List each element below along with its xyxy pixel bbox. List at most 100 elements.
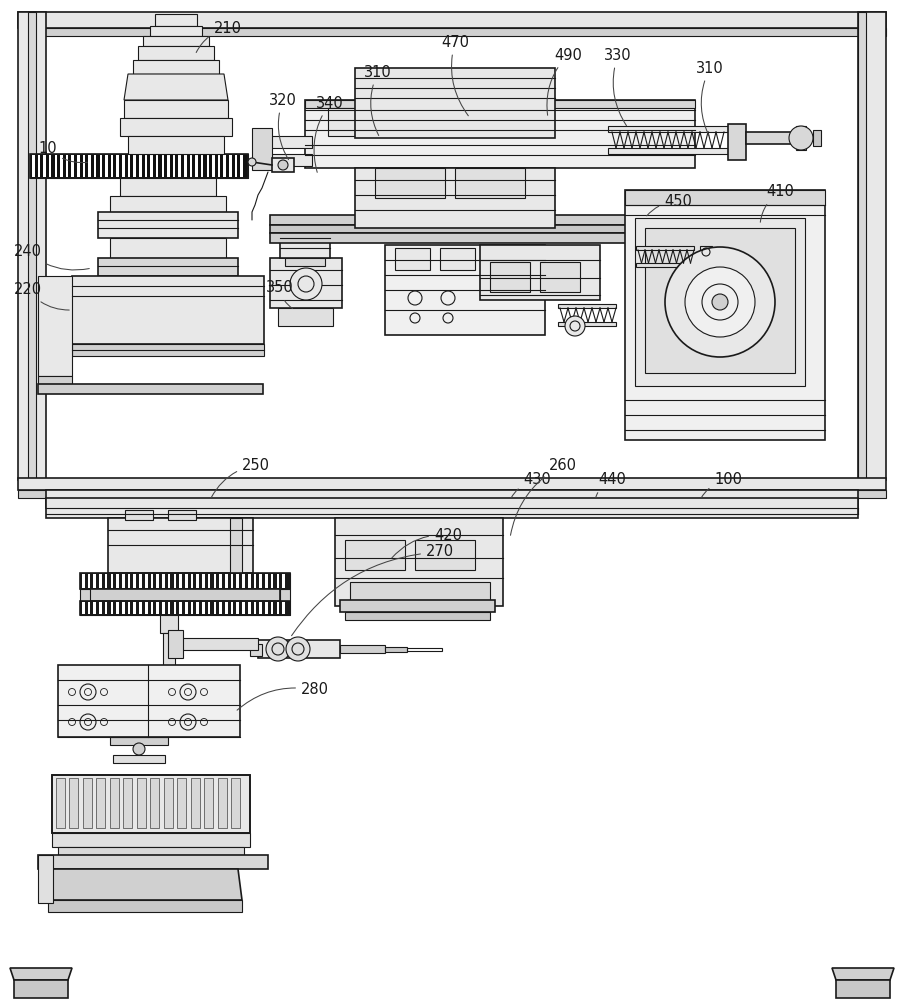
Text: 410: 410 bbox=[759, 184, 793, 222]
Bar bbox=[280, 589, 290, 601]
Bar bbox=[304, 100, 694, 108]
Bar bbox=[144, 602, 147, 614]
Bar bbox=[93, 602, 96, 614]
Bar bbox=[202, 602, 204, 614]
Bar bbox=[207, 155, 209, 177]
Text: 490: 490 bbox=[546, 48, 582, 115]
Bar bbox=[120, 118, 232, 136]
Bar bbox=[340, 600, 495, 612]
Bar bbox=[218, 155, 220, 177]
Bar bbox=[168, 510, 196, 520]
Bar bbox=[282, 602, 284, 614]
Bar bbox=[179, 602, 182, 614]
Bar bbox=[608, 148, 727, 154]
Bar bbox=[144, 574, 147, 588]
Bar bbox=[335, 518, 502, 606]
Bar bbox=[355, 68, 554, 138]
Bar bbox=[557, 304, 615, 308]
Bar bbox=[98, 258, 237, 276]
Bar bbox=[644, 228, 794, 373]
Text: 220: 220 bbox=[14, 282, 70, 310]
Bar bbox=[191, 602, 193, 614]
Bar bbox=[812, 130, 820, 146]
Bar bbox=[185, 602, 187, 614]
Bar bbox=[18, 12, 885, 28]
Bar bbox=[139, 574, 142, 588]
Bar bbox=[240, 155, 243, 177]
Bar bbox=[179, 574, 182, 588]
Bar bbox=[154, 671, 182, 681]
Bar bbox=[143, 36, 209, 46]
Circle shape bbox=[788, 126, 812, 150]
Bar bbox=[150, 778, 159, 828]
Bar bbox=[38, 855, 53, 903]
Bar bbox=[38, 376, 72, 384]
Bar bbox=[162, 574, 164, 588]
Bar bbox=[170, 638, 257, 650]
Bar bbox=[284, 258, 325, 266]
Bar bbox=[196, 574, 199, 588]
Bar bbox=[79, 589, 90, 601]
Text: 260: 260 bbox=[510, 458, 576, 535]
Bar bbox=[113, 755, 165, 763]
Circle shape bbox=[285, 637, 310, 661]
Bar bbox=[70, 778, 79, 828]
Bar bbox=[30, 154, 247, 178]
Bar bbox=[151, 574, 154, 588]
Text: 10: 10 bbox=[39, 141, 88, 163]
Bar bbox=[237, 602, 238, 614]
Bar bbox=[485, 248, 519, 270]
Text: 430: 430 bbox=[511, 473, 550, 498]
Bar bbox=[56, 778, 65, 828]
Bar bbox=[557, 322, 615, 326]
Bar bbox=[83, 778, 92, 828]
Bar bbox=[835, 980, 889, 998]
Bar bbox=[124, 100, 228, 118]
Bar bbox=[745, 132, 796, 144]
Bar bbox=[345, 540, 405, 570]
Bar bbox=[127, 574, 130, 588]
Bar bbox=[259, 602, 262, 614]
Bar bbox=[349, 582, 489, 600]
Bar bbox=[385, 245, 545, 335]
Bar bbox=[72, 276, 264, 344]
Bar bbox=[88, 602, 90, 614]
Bar bbox=[137, 778, 146, 828]
Bar bbox=[88, 155, 90, 177]
Bar bbox=[272, 158, 293, 172]
Text: 420: 420 bbox=[391, 528, 461, 558]
Circle shape bbox=[247, 158, 256, 166]
Bar bbox=[414, 540, 474, 570]
Bar bbox=[90, 589, 280, 601]
Bar bbox=[270, 233, 699, 243]
Text: 320: 320 bbox=[269, 93, 296, 160]
Bar bbox=[406, 648, 442, 651]
Polygon shape bbox=[48, 869, 242, 900]
Bar bbox=[167, 155, 170, 177]
Bar bbox=[134, 602, 136, 614]
Bar bbox=[134, 155, 135, 177]
Text: 350: 350 bbox=[265, 280, 293, 309]
Bar bbox=[139, 602, 142, 614]
Circle shape bbox=[290, 268, 321, 300]
Bar bbox=[49, 155, 51, 177]
Circle shape bbox=[684, 267, 754, 337]
Bar bbox=[282, 574, 284, 588]
Bar bbox=[262, 154, 312, 166]
Bar bbox=[154, 14, 197, 26]
Bar bbox=[122, 155, 125, 177]
Bar bbox=[122, 574, 125, 588]
Bar bbox=[265, 574, 267, 588]
Bar bbox=[127, 155, 130, 177]
Bar bbox=[46, 490, 857, 508]
Circle shape bbox=[265, 637, 290, 661]
Text: 310: 310 bbox=[364, 65, 391, 136]
Bar bbox=[58, 665, 239, 737]
Bar bbox=[195, 155, 198, 177]
Text: 240: 240 bbox=[14, 244, 89, 270]
Bar bbox=[196, 602, 199, 614]
Bar bbox=[173, 602, 176, 614]
Bar bbox=[110, 574, 113, 588]
Bar bbox=[328, 108, 387, 136]
Bar bbox=[105, 574, 107, 588]
